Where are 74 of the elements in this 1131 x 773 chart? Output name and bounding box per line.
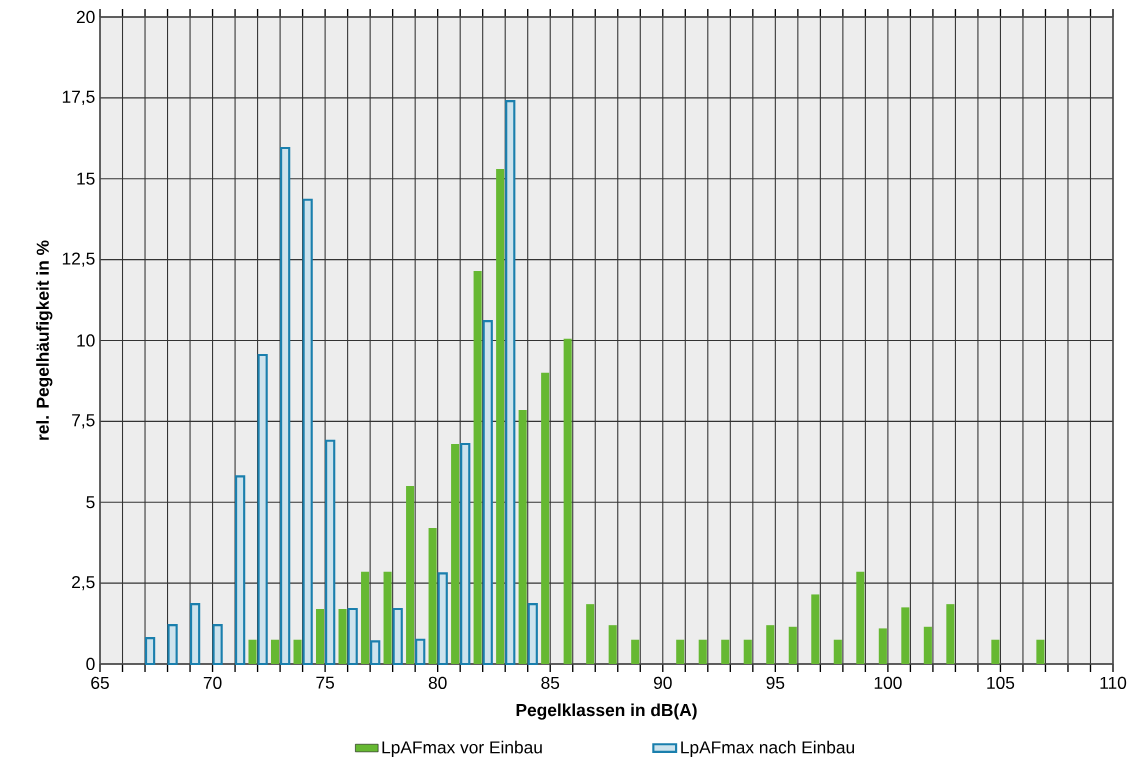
x-tick-label: 75 bbox=[316, 676, 335, 689]
bar bbox=[923, 626, 932, 664]
bar bbox=[189, 603, 201, 666]
bar bbox=[946, 604, 955, 664]
bar bbox=[743, 639, 752, 664]
x-tick-label: 80 bbox=[428, 676, 447, 689]
bar bbox=[563, 338, 572, 664]
bar bbox=[302, 198, 313, 666]
legend-label: LpAFmax nach Einbau bbox=[681, 740, 855, 757]
bar bbox=[347, 607, 358, 666]
bar bbox=[316, 608, 325, 664]
x-tick-label: 90 bbox=[653, 676, 672, 689]
y-tick-label: 12,5 bbox=[62, 252, 95, 267]
bar bbox=[248, 639, 257, 664]
bar bbox=[541, 372, 550, 664]
bar bbox=[325, 439, 336, 666]
bar bbox=[451, 444, 460, 664]
bar bbox=[167, 624, 178, 666]
bar bbox=[338, 608, 347, 664]
y-axis-title: rel. Pegelhäufigkeit in % bbox=[36, 240, 53, 440]
bar bbox=[856, 571, 865, 664]
x-tick-label: 70 bbox=[203, 676, 222, 689]
bar bbox=[901, 607, 910, 664]
bar bbox=[496, 169, 505, 664]
bar bbox=[518, 410, 527, 664]
y-tick-label: 10 bbox=[77, 334, 95, 347]
bar bbox=[527, 603, 538, 666]
bar bbox=[482, 320, 493, 666]
bar bbox=[257, 353, 268, 666]
x-tick-label: 95 bbox=[766, 676, 785, 689]
bar bbox=[811, 594, 820, 664]
bar bbox=[631, 639, 640, 664]
bar bbox=[676, 639, 685, 664]
bar bbox=[280, 146, 291, 666]
bar bbox=[437, 572, 448, 666]
y-tick-label: 2,5 bbox=[72, 575, 95, 591]
x-tick-label: 100 bbox=[874, 676, 902, 689]
y-tick-label: 15 bbox=[77, 172, 95, 185]
bar bbox=[460, 442, 471, 666]
y-tick-label: 20 bbox=[76, 10, 95, 24]
bar bbox=[1036, 639, 1045, 664]
bar bbox=[361, 571, 370, 664]
bar bbox=[212, 624, 223, 666]
x-axis-title: Pegelklassen in dB(A) bbox=[516, 703, 697, 720]
bar bbox=[235, 475, 246, 666]
bar bbox=[608, 625, 617, 664]
legend-label: LpAFmax vor Einbau bbox=[382, 740, 542, 757]
bar bbox=[878, 628, 887, 664]
y-tick-label: 17,5 bbox=[62, 90, 95, 105]
bar bbox=[415, 638, 426, 666]
y-tick-label: 0 bbox=[86, 657, 95, 671]
bar bbox=[833, 639, 842, 664]
bar bbox=[698, 639, 707, 664]
bar bbox=[383, 571, 392, 664]
x-tick-label: 110 bbox=[1100, 676, 1127, 689]
y-tick-label: 5 bbox=[86, 496, 95, 509]
bar bbox=[721, 639, 730, 664]
x-tick-label: 65 bbox=[91, 676, 109, 689]
bar bbox=[428, 528, 437, 664]
bar bbox=[293, 639, 302, 664]
x-tick-label: 85 bbox=[541, 676, 560, 689]
bar bbox=[406, 486, 415, 664]
bar bbox=[505, 100, 516, 666]
bar bbox=[788, 626, 797, 664]
bar bbox=[586, 604, 595, 664]
bar bbox=[270, 639, 280, 664]
bar bbox=[991, 639, 1000, 664]
bar bbox=[392, 607, 403, 666]
bar bbox=[473, 270, 482, 664]
bar bbox=[370, 640, 381, 666]
bar bbox=[144, 637, 156, 666]
x-tick-label: 105 bbox=[987, 676, 1015, 689]
bar bbox=[766, 625, 775, 664]
y-tick-label: 7,5 bbox=[72, 414, 95, 429]
